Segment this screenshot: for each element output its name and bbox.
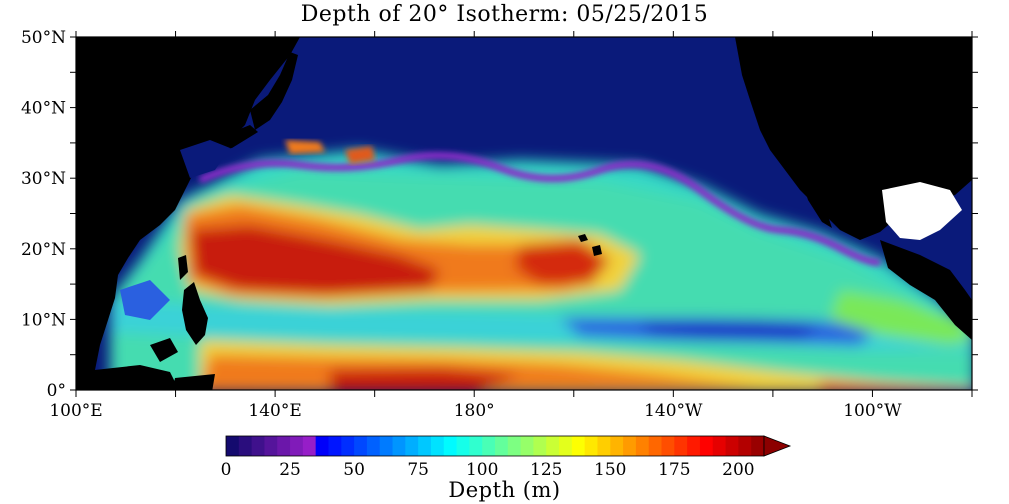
colorbar-swatch [559, 436, 573, 456]
colorbar-swatch [328, 436, 342, 456]
kuroshio-eddy-2 [345, 146, 375, 164]
colorbar-label: 0 [221, 460, 232, 480]
colorbar-swatch [277, 436, 291, 456]
lon-tick-label: 100°W [843, 401, 902, 421]
colorbar-label: 75 [407, 460, 429, 480]
colorbar-swatch [495, 436, 509, 456]
colorbar-swatch [507, 436, 522, 456]
colorbar-swatch [366, 436, 381, 456]
colorbar-swatch [302, 436, 317, 456]
lon-tick-label: 140°E [248, 401, 301, 421]
colorbar-swatch [571, 436, 586, 456]
lon-tick-label: 140°W [644, 401, 703, 421]
colorbar-swatch [687, 436, 701, 456]
colorbar-swatch [443, 436, 458, 456]
colorbar-swatch [699, 436, 714, 456]
gulf-of-mexico [882, 182, 962, 240]
south-china-sea-pool [120, 280, 170, 320]
colorbar-swatch [290, 436, 304, 456]
colorbar-swatch [456, 436, 470, 456]
colorbar-swatch [533, 436, 547, 456]
colorbar-swatch [226, 436, 240, 456]
colorbar-swatch [341, 436, 355, 456]
lon-tick-label: 180° [454, 401, 495, 421]
colorbar-extend-arrow [763, 435, 792, 457]
colorbar-swatch [546, 436, 560, 456]
colorbar-swatch [469, 436, 483, 456]
lat-tick-label: 40°N [21, 99, 66, 119]
colorbar-swatch [738, 436, 752, 456]
colorbar-label: 175 [658, 460, 690, 480]
baja-california [800, 175, 832, 228]
colorbar-swatch [712, 436, 727, 456]
colorbar-swatch [251, 436, 265, 456]
colorbar-swatch [238, 436, 253, 456]
colorbar-swatch [648, 436, 663, 456]
colorbar-label: 100 [466, 460, 498, 480]
colorbar-swatch [597, 436, 611, 456]
colorbar-swatch [725, 436, 739, 456]
lon-tick-label: 100°E [49, 401, 102, 421]
colorbar-swatch [392, 436, 406, 456]
lat-tick-label: 50°N [21, 28, 66, 48]
map-title: Depth of 20° Isotherm: 05/25/2015 [300, 2, 709, 27]
colorbar-label: 150 [594, 460, 626, 480]
colorbar-swatch [482, 436, 496, 456]
isotherm-depth-field [110, 150, 972, 390]
colorbar-swatch [751, 436, 765, 456]
colorbar-swatch [405, 436, 419, 456]
colorbar-swatch [430, 436, 445, 456]
colorbar-swatch [584, 436, 598, 456]
colorbar-label: 50 [343, 460, 365, 480]
lat-tick-label: 20°N [21, 240, 66, 260]
colorbar-swatch [354, 436, 368, 456]
lat-tick-label: 0° [47, 381, 66, 401]
colorbar-swatch [661, 436, 675, 456]
lat-tick-label: 10°N [21, 310, 66, 330]
subtropical-front [198, 152, 881, 266]
colorbar-swatch [610, 436, 624, 456]
colorbar-title: Depth (m) [448, 478, 561, 502]
colorbar-swatch [264, 436, 278, 456]
kuroshio-eddy [285, 140, 325, 154]
colorbar-swatch [635, 436, 650, 456]
colorbar-swatch [623, 436, 637, 456]
colorbar-swatch [520, 436, 534, 456]
colorbar-swatch [674, 436, 688, 456]
east-asian-marginal-sea [180, 140, 230, 178]
colorbar-label: 25 [279, 460, 301, 480]
colorbar-label: 125 [530, 460, 562, 480]
colorbar-swatch [379, 436, 394, 456]
colorbar-label: 200 [722, 460, 754, 480]
colorbar-swatch [315, 436, 329, 456]
colorbar-swatch [418, 436, 432, 456]
hawaii-islands [578, 234, 602, 256]
lat-tick-label: 30°N [21, 169, 66, 189]
